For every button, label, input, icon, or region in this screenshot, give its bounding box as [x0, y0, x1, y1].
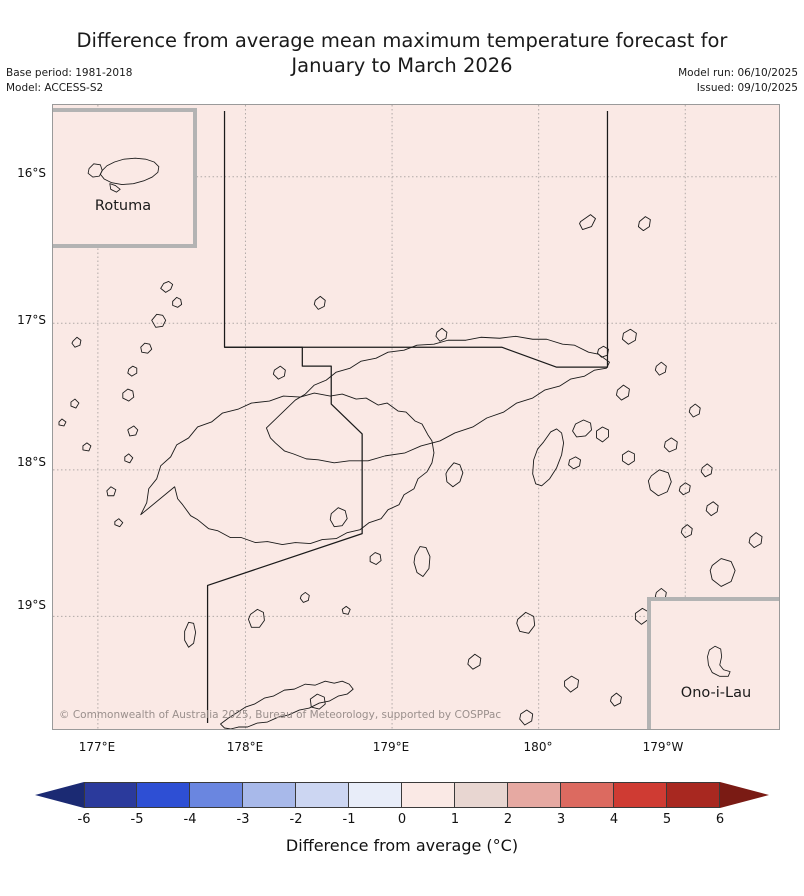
eez-boundary: [206, 110, 609, 724]
colorbar-bin-2-to-3: [508, 782, 561, 808]
map-canvas: [53, 105, 779, 729]
lat-tick-17s: 17°S: [17, 313, 46, 327]
map-credit: © Commonwealth of Australia 2025, Bureau…: [59, 709, 502, 721]
metadata-right: Model run: 06/10/2025 Issued: 09/10/2025: [678, 66, 798, 96]
colorbar-tick--6: -6: [77, 812, 91, 827]
inset-ono-i-lau-label: Ono-i-Lau: [680, 685, 752, 701]
colorbar-tick-4: 4: [609, 812, 619, 827]
colorbar-section: -6 -5 -4 -3 -2 -1 0 1 2 3 4 5 6 Difference from aver…: [0, 776, 804, 896]
colorbar-bin--3-to--2: [243, 782, 296, 808]
colorbar-tick-3: 3: [556, 812, 566, 827]
colorbar-tick--4: -4: [183, 812, 197, 827]
colorbar-bin--2-to--1: [296, 782, 349, 808]
colorbar-over-arrow: [720, 782, 769, 808]
colorbar-bin-4-to-5: [614, 782, 667, 808]
map-gridlines: [53, 105, 779, 729]
colorbar-tick-0: 0: [397, 812, 407, 827]
title-line-1: Difference from average mean maximum tem…: [76, 29, 728, 52]
colorbar-tick--1: -1: [342, 812, 356, 827]
base-period-text: Base period: 1981-2018: [6, 67, 133, 79]
colorbar-bin--6-to--5: [84, 782, 137, 808]
forecast-map[interactable]: Rotuma Ono-i-Lau © Commonwealth of Austr…: [52, 104, 780, 730]
lon-tick-179w: 179°W: [642, 740, 684, 754]
page-title: Difference from average mean maximum tem…: [0, 28, 804, 78]
colorbar-label: Difference from average (°C): [285, 836, 519, 855]
inset-rotuma[interactable]: Rotuma: [53, 108, 197, 248]
colorbar-under-arrow: [35, 782, 84, 808]
colorbar-bin-1-to-2: [455, 782, 508, 808]
colorbar-bin-0-to-1: [402, 782, 455, 808]
colorbar-tick--3: -3: [236, 812, 250, 827]
lon-tick-179e: 179°E: [372, 740, 410, 754]
issued-text: Issued: 09/10/2025: [696, 82, 798, 94]
model-run-text: Model run: 06/10/2025: [678, 67, 798, 79]
title-line-2: January to March 2026: [291, 54, 513, 77]
rotuma-shape: [87, 157, 160, 193]
colorbar[interactable]: [84, 782, 720, 808]
lon-tick-178e: 178°E: [226, 740, 264, 754]
lon-tick-177e: 177°E: [78, 740, 116, 754]
inset-rotuma-label: Rotuma: [94, 198, 152, 214]
colorbar-tick--2: -2: [289, 812, 303, 827]
lon-tick-180: 180°: [523, 740, 553, 754]
lat-tick-16s: 16°S: [17, 166, 46, 180]
colorbar-bin-5-to-6: [667, 782, 720, 808]
colorbar-bin--4-to--3: [190, 782, 243, 808]
lat-tick-19s: 19°S: [17, 598, 46, 612]
colorbar-tick--5: -5: [130, 812, 144, 827]
colorbar-bin--1-to-0: [349, 782, 402, 808]
ono-i-lau-shape: [707, 645, 731, 677]
metadata-left: Base period: 1981-2018 Model: ACCESS-S2: [6, 66, 132, 96]
inset-ono-i-lau[interactable]: Ono-i-Lau: [647, 597, 779, 729]
colorbar-tick-1: 1: [450, 812, 460, 827]
model-text: Model: ACCESS-S2: [6, 82, 104, 94]
colorbar-tick-6: 6: [715, 812, 725, 827]
colorbar-bin--5-to--4: [137, 782, 190, 808]
colorbar-tick-5: 5: [662, 812, 672, 827]
lat-tick-18s: 18°S: [17, 455, 46, 469]
colorbar-bin-3-to-4: [561, 782, 614, 808]
colorbar-tick-2: 2: [503, 812, 513, 827]
